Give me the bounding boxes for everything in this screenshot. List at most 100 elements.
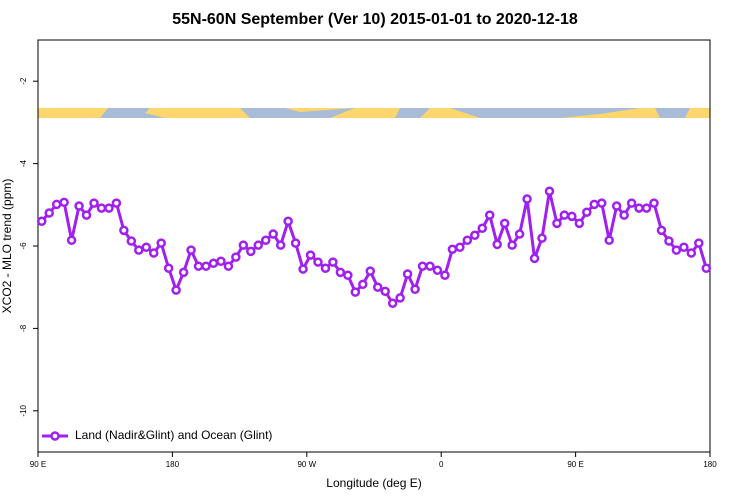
x-tick-label: 0: [439, 460, 444, 469]
point: [694, 238, 704, 248]
y-tick-label: -6: [19, 242, 28, 250]
x-tick-label: 180: [166, 460, 180, 469]
point: [246, 246, 256, 257]
point: [335, 267, 346, 278]
point: [59, 197, 69, 208]
point: [634, 203, 644, 213]
point: [119, 225, 129, 236]
point: [238, 240, 249, 250]
point: [380, 286, 390, 297]
point: [253, 240, 264, 250]
point: [537, 233, 547, 243]
y-axis-label: XCO2 - MLO trend (ppm): [0, 179, 14, 314]
point: [372, 282, 383, 292]
point: [402, 269, 413, 279]
point: [305, 250, 316, 260]
point: [529, 253, 540, 264]
point: [350, 287, 361, 297]
point: [313, 257, 323, 267]
point: [641, 203, 652, 213]
x-tick-label: 90 W: [297, 460, 316, 469]
point: [171, 285, 181, 295]
point: [447, 244, 458, 255]
point: [596, 198, 607, 208]
point: [193, 261, 204, 271]
point: [462, 235, 473, 245]
point: [148, 248, 159, 258]
point: [104, 203, 114, 213]
point: [574, 218, 585, 229]
point: [231, 252, 241, 262]
point: [178, 267, 189, 278]
point: [208, 258, 219, 269]
point: [582, 207, 592, 217]
point: [671, 245, 682, 255]
point: [343, 270, 353, 281]
point: [268, 229, 278, 239]
point: [567, 211, 577, 222]
point: [81, 210, 92, 220]
point: [387, 298, 398, 309]
y-tick-label: -8: [19, 324, 28, 332]
point: [89, 198, 99, 208]
point: [156, 238, 166, 248]
point: [552, 218, 562, 229]
point: [395, 293, 405, 303]
point: [328, 257, 338, 267]
point: [649, 198, 659, 208]
point: [141, 242, 152, 252]
point: [440, 270, 450, 281]
y-tick-label: -4: [19, 159, 28, 167]
point: [365, 266, 376, 276]
point: [275, 240, 286, 250]
point: [425, 261, 435, 271]
legend-label: Land (Nadir&Glint) and Ocean (Glint): [75, 428, 272, 442]
point: [679, 242, 689, 252]
point: [455, 242, 465, 252]
chart-title: 55N-60N September (Ver 10) 2015-01-01 to…: [172, 11, 578, 28]
point: [559, 210, 570, 220]
point: [283, 216, 293, 227]
point: [126, 236, 137, 246]
point: [604, 235, 614, 245]
point: [298, 264, 308, 274]
point: [664, 236, 674, 246]
point: [432, 265, 443, 276]
point: [492, 239, 502, 250]
point: [611, 201, 622, 211]
point: [66, 235, 77, 245]
point: [544, 186, 555, 196]
legend-marker: [50, 431, 60, 441]
point: [656, 225, 667, 236]
y-tick-label: -10: [19, 404, 28, 416]
point: [701, 263, 712, 273]
x-tick-label: 90 E: [567, 460, 583, 469]
point: [589, 199, 600, 210]
point: [626, 198, 637, 208]
point: [163, 263, 174, 273]
point: [484, 210, 495, 220]
x-axis-label: Longitude (deg E): [326, 476, 421, 490]
map-strip: [38, 108, 710, 118]
point: [186, 245, 196, 255]
point: [36, 216, 47, 227]
point: [320, 263, 331, 273]
point: [223, 261, 234, 271]
point: [216, 256, 226, 266]
y-tick-label: -2: [19, 77, 28, 85]
point: [477, 223, 488, 234]
x-tick-label: 90 E: [30, 460, 46, 469]
point: [619, 210, 629, 220]
point: [522, 194, 532, 204]
point: [470, 230, 480, 241]
point: [51, 199, 62, 210]
point: [686, 248, 697, 258]
point: [499, 218, 510, 229]
point: [417, 261, 428, 271]
point: [111, 198, 122, 208]
point: [44, 208, 54, 218]
point: [290, 238, 301, 248]
point: [507, 240, 517, 250]
point: [260, 235, 271, 245]
